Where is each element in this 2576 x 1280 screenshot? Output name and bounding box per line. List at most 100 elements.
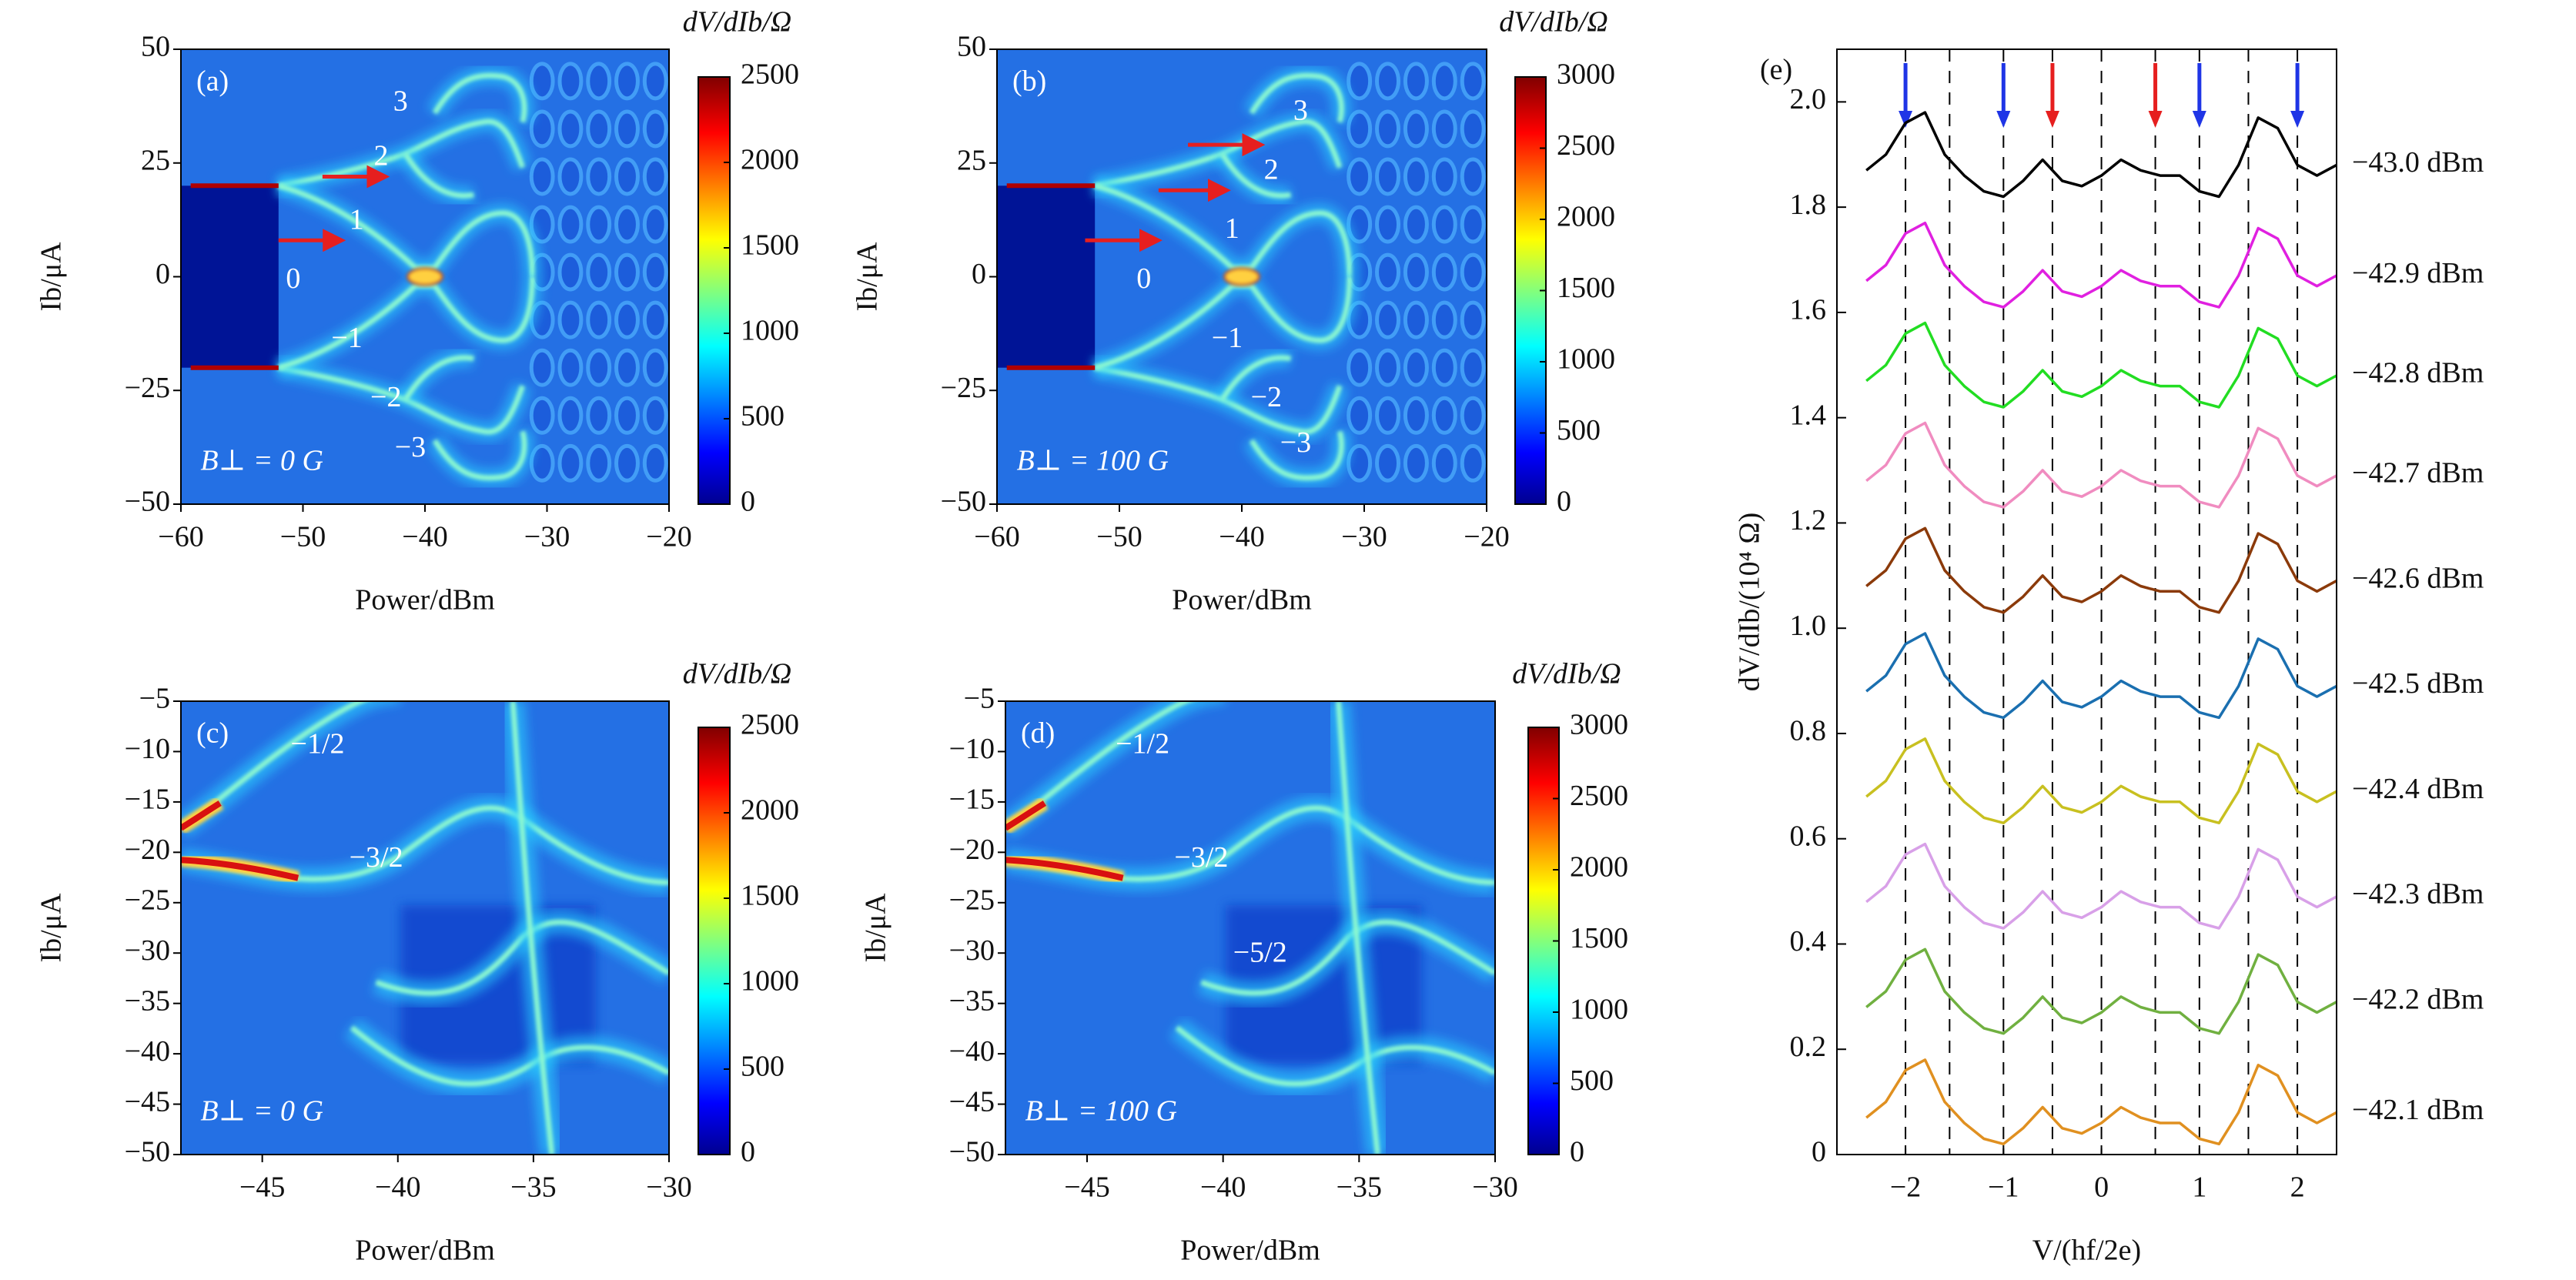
x-tick-label: −40 (1200, 1171, 1246, 1204)
colorbar-tick-label: 1000 (1570, 994, 1628, 1026)
y-axis-label: Ib/μA (860, 893, 892, 963)
y-tick-label: 0 (156, 258, 170, 290)
field-label: B⊥ = 0 G (200, 1095, 323, 1128)
y-tick-label: 1.2 (1790, 504, 1827, 536)
y-axis-label: Ib/μA (35, 242, 68, 312)
x-axis-label: Power/dBm (355, 584, 495, 617)
colorbar-label: dV/dIb/Ω (683, 658, 791, 690)
colorbar-tick-label: 500 (741, 1051, 785, 1083)
colorbar (698, 76, 731, 505)
heatmap-cell (642, 205, 668, 244)
heatmap-ridge (278, 119, 526, 189)
y-tick-label: 0.2 (1790, 1031, 1827, 1063)
heatmap-cell (1431, 252, 1457, 292)
panel-label: (b) (1012, 65, 1046, 98)
annotation: −3/2 (350, 841, 403, 874)
heatmap-cell (586, 62, 612, 101)
y-tick-label: −45 (949, 1085, 995, 1118)
x-tick-label: −50 (280, 521, 326, 553)
heatmap-cell (557, 396, 584, 435)
y-tick-label: −30 (949, 934, 995, 967)
y-tick-label: 50 (141, 31, 170, 63)
legend-label: −42.6 dBm (2352, 562, 2484, 594)
heatmap-cell (1375, 205, 1401, 244)
x-axis-label: Power/dBm (355, 1235, 495, 1267)
colorbar-tick-label: 2500 (1570, 780, 1628, 812)
heatmap-cell (557, 443, 584, 483)
panel-label: (c) (196, 717, 229, 750)
series-line (1865, 947, 2337, 1035)
y-tick-label: −20 (949, 834, 995, 866)
heatmap-cell (529, 396, 555, 435)
legend-label: −42.9 dBm (2352, 257, 2484, 289)
heatmap-cell (1460, 109, 1486, 149)
heatmap-cell (1460, 443, 1486, 483)
y-tick-label: 50 (957, 31, 986, 63)
heatmap-cell (1347, 443, 1373, 483)
heatmap-cell (1403, 300, 1429, 339)
heatmap (181, 701, 669, 1155)
y-tick-label: 0.8 (1790, 715, 1827, 747)
heatmap-lens (1223, 267, 1260, 286)
colorbar-tick-label: 3000 (1557, 58, 1615, 91)
heatmap-ridge (1094, 365, 1343, 435)
arrow-head (2148, 111, 2163, 128)
annotation: −5/2 (1233, 937, 1287, 969)
y-tick-label: −5 (964, 683, 995, 715)
heatmap-cell (1403, 252, 1429, 292)
heatmap-cell (586, 252, 612, 292)
y-tick-label: −15 (949, 784, 995, 816)
heatmap-cell (1375, 62, 1401, 101)
heatmap-cell (529, 62, 555, 101)
colorbar-tick-label: 1500 (1570, 922, 1628, 954)
arrow-head (2290, 111, 2305, 128)
annotation: −1/2 (291, 728, 345, 760)
heatmap-cell (1347, 109, 1373, 149)
heatmap-cell (642, 443, 668, 483)
heatmap-cell (642, 62, 668, 101)
heatmap-ridge (510, 701, 555, 1155)
colorbar-tick-label: 500 (1557, 414, 1601, 446)
heatmap-cell (1403, 396, 1429, 435)
colorbar (698, 727, 731, 1155)
heatmap-cell (1431, 348, 1457, 387)
heatmap-cell (614, 109, 640, 149)
colorbar-label: dV/dIb/Ω (683, 6, 791, 38)
y-tick-label: −5 (139, 683, 170, 715)
legend-label: −42.2 dBm (2352, 983, 2484, 1015)
y-tick-label: −25 (125, 372, 170, 404)
series-line (1865, 1058, 2337, 1146)
heatmap-cell (529, 348, 555, 387)
y-tick-label: 1.0 (1790, 610, 1827, 642)
arrow-head (1996, 111, 2011, 128)
colorbar-tick-label: 0 (741, 486, 755, 518)
y-tick-label: 0 (1812, 1136, 1826, 1168)
heatmap-cell (1375, 157, 1401, 196)
heatmap-hot (1005, 857, 1124, 881)
heatmap-ridge (403, 152, 475, 199)
colorbar-tick-label: 1000 (741, 315, 799, 347)
heatmap-cell (1431, 62, 1457, 101)
heatmap-ridge (403, 355, 475, 401)
heatmap-cell (1403, 62, 1429, 101)
annotation: 0 (1136, 262, 1151, 295)
annotation: −3 (1280, 426, 1311, 459)
heatmap-cell (1375, 109, 1401, 149)
y-tick-label: 0.6 (1790, 820, 1827, 852)
colorbar-tick-label: 0 (1570, 1136, 1584, 1168)
x-tick-label: −40 (1219, 521, 1264, 553)
heatmap-cell (614, 443, 640, 483)
heatmap-cell (642, 252, 668, 292)
colorbar-tick-label: 2500 (1557, 129, 1615, 162)
colorbar-tick-label: 500 (1570, 1064, 1614, 1097)
heatmap-dark-region (997, 185, 1096, 368)
y-tick-label: −30 (125, 934, 170, 967)
annotation: 2 (1264, 153, 1279, 185)
heatmap-cell (1431, 109, 1457, 149)
y-axis-label: Ib/μA (35, 893, 68, 963)
heatmap-cell (586, 396, 612, 435)
legend-label: −42.7 dBm (2352, 457, 2484, 490)
heatmap-cell (586, 443, 612, 483)
colorbar-label: dV/dIb/Ω (1512, 658, 1621, 690)
x-tick-label: −45 (239, 1171, 285, 1204)
